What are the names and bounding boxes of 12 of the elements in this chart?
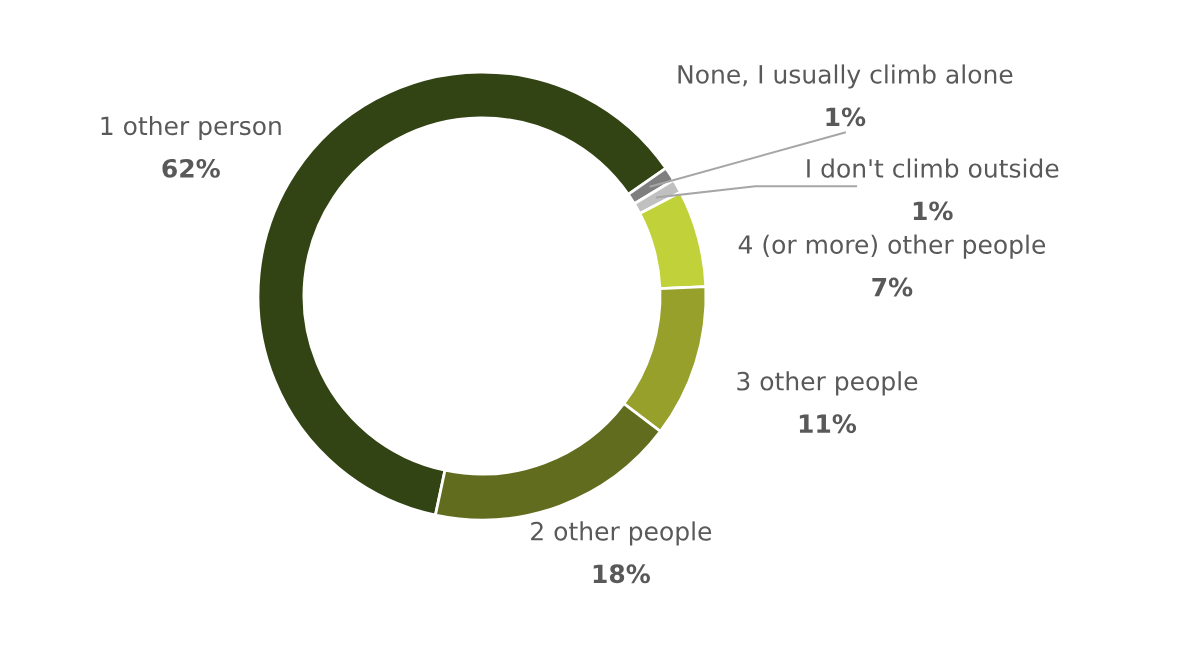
data-label: 1% <box>826 107 866 127</box>
slice-label: 1 other person <box>101 115 281 141</box>
data-label: 1% <box>913 201 953 221</box>
slice-label: 4 (or more) other people <box>738 234 1046 259</box>
data-label: 7% <box>872 277 913 297</box>
data-label: 11% <box>799 414 857 434</box>
data-label: 18% <box>593 564 650 584</box>
slice-label: I don't climb outside <box>807 158 1059 178</box>
slice-label: 3 other people <box>737 371 918 396</box>
slice-label: 2 other people <box>531 521 712 546</box>
slice-label: None, I usually climb alone <box>678 64 1013 89</box>
data-label: 62% <box>162 158 220 178</box>
